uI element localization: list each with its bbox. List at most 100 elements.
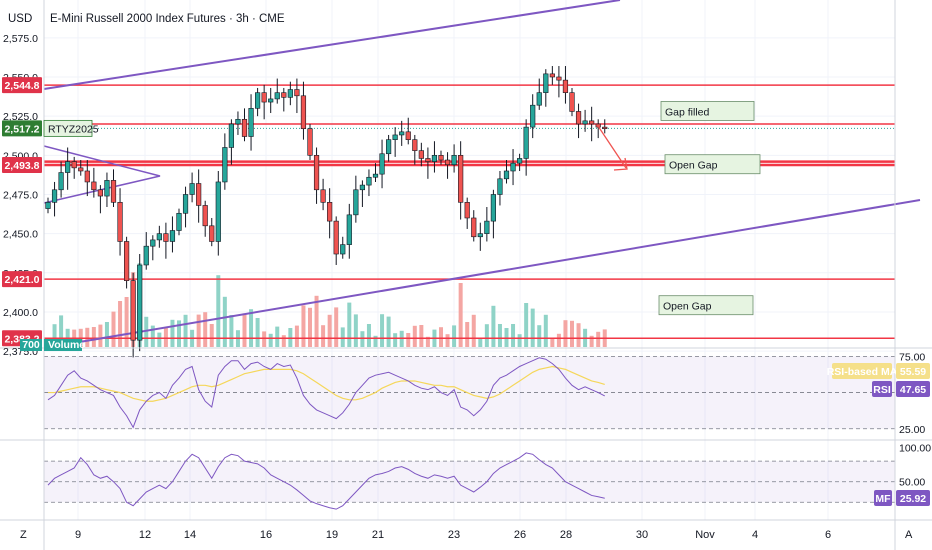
candle-body [65, 161, 71, 173]
volume-bar [118, 301, 123, 347]
time-axis[interactable]: 9 12 14 16 19 21 23 26 28 30 Nov 4 6 [75, 529, 831, 541]
price-tag: 2,544.8 [4, 80, 39, 92]
volume-bar [308, 307, 312, 347]
candle-body [379, 153, 385, 175]
candle-body [412, 139, 418, 151]
candle-body [84, 170, 90, 183]
candle-body [91, 181, 97, 191]
channel-lower-line[interactable] [43, 199, 921, 349]
volume-bar [419, 325, 424, 347]
annotation-text: Open Gap [663, 301, 712, 313]
candle-body [569, 92, 575, 112]
candle-body [274, 92, 280, 100]
annotation-box[interactable] [664, 154, 761, 175]
volume-bar [59, 315, 64, 347]
volume-bar [556, 333, 561, 347]
candle-body [392, 134, 398, 140]
trend-channel[interactable] [43, 0, 921, 349]
candle-body [438, 155, 444, 161]
time-tick-label: 19 [326, 529, 338, 541]
candle-body [516, 158, 523, 164]
volume-bar [504, 328, 509, 347]
candle-body [497, 178, 503, 195]
zoom-z-button[interactable]: Z [20, 529, 27, 541]
volume-bar [524, 303, 529, 347]
volume-bar [511, 324, 516, 347]
volume-bar [321, 325, 326, 347]
volume-bar [406, 333, 411, 347]
volume-bar [157, 332, 162, 347]
currency-label[interactable]: USD [8, 13, 32, 25]
volume-bar [150, 325, 155, 347]
annotation-box[interactable] [658, 295, 754, 316]
volume-bar [183, 314, 188, 347]
candle-body [346, 214, 352, 245]
time-tick-label: 28 [560, 529, 572, 541]
candle-body [196, 183, 202, 206]
volume-value-bg [20, 339, 42, 351]
volume-label-bg [44, 339, 82, 351]
volume-bar [497, 324, 502, 347]
rsi-ma-value-tag: 55.59 [900, 366, 926, 378]
time-tick-label: 4 [752, 529, 758, 541]
mf-tick-label: 100.00 [899, 442, 931, 454]
mf-tick-label: 50.00 [899, 477, 925, 489]
candle-body [425, 158, 431, 162]
time-tick-label: 21 [372, 529, 384, 541]
volume-bar [425, 336, 430, 347]
candle-body [562, 79, 569, 93]
time-tick-label: Nov [695, 529, 715, 541]
volume-bar [196, 314, 201, 347]
volume-bar [229, 315, 234, 347]
volume-bar [576, 323, 581, 347]
annotation-text: Open Gap [669, 160, 718, 172]
volume-bar [517, 334, 522, 347]
price-tags: RSI-based MA 55.59 RSI 47.65 MF 25.92 2,544.8 2… [2, 77, 930, 506]
channel-upper-line[interactable] [43, 0, 621, 90]
volume-bar [465, 322, 470, 347]
volume-bar [412, 325, 417, 347]
candle-body [241, 118, 248, 137]
candle-body [300, 95, 307, 129]
mf-value-tag-bg [896, 490, 930, 506]
candle-body [589, 120, 595, 125]
candle-body [248, 108, 254, 137]
volume-bar [386, 316, 391, 347]
volume-value: 700 [22, 339, 40, 351]
horizontal-levels[interactable] [44, 84, 895, 340]
volume-bar [144, 316, 149, 347]
candle-body [399, 131, 405, 136]
volume-bar [380, 314, 385, 347]
time-tick-label: 30 [636, 529, 648, 541]
candle-body [287, 89, 293, 98]
time-tick-label: 6 [825, 529, 831, 541]
candle-body [104, 180, 110, 197]
time-tick-label: 14 [184, 529, 196, 541]
annotation-box[interactable] [660, 101, 755, 121]
candle-body [176, 212, 182, 231]
volume-bar [111, 311, 116, 347]
candle-body [359, 184, 366, 191]
volume-bar [177, 320, 181, 347]
candle-body [182, 194, 189, 214]
volume-bar [353, 314, 358, 347]
volume-bar [530, 308, 535, 347]
arrow-head [613, 157, 628, 171]
mf-name-tag: MF [875, 493, 891, 505]
price-tick-label: 2,400.0 [3, 307, 38, 319]
candle-body [405, 131, 411, 140]
candle-body [110, 180, 117, 203]
candle-body [215, 181, 221, 242]
candle-body [602, 126, 608, 129]
annotations[interactable]: Gap filled Open Gap Open Gap [658, 101, 761, 316]
candle-body [313, 155, 320, 191]
volume-label: Volume [48, 339, 85, 351]
candle-body [549, 73, 555, 78]
rsi-value-tag: 47.65 [900, 384, 926, 396]
rsi-ma-name-tag-bg [832, 363, 892, 379]
candle-body [366, 176, 372, 186]
auto-scale-button[interactable]: A [905, 529, 913, 541]
candle-body [294, 89, 300, 97]
triangle-pattern[interactable] [43, 145, 161, 204]
